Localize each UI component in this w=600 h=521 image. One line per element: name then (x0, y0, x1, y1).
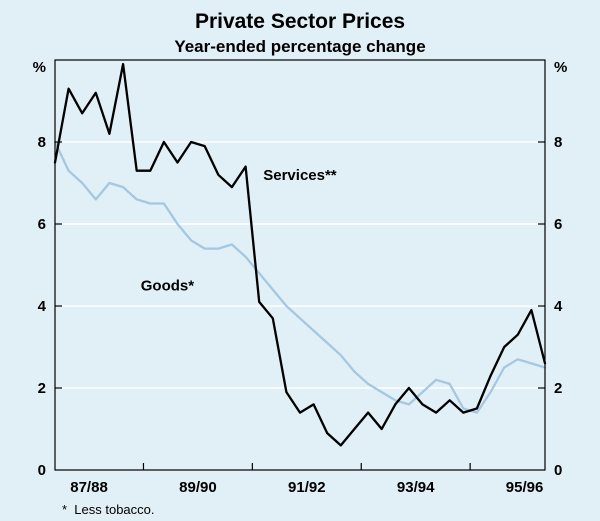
x-axis-label: 93/94 (397, 479, 435, 496)
series-label-goods: Goods* (141, 278, 194, 295)
percent-label-right: % (554, 59, 567, 76)
percent-label-left: % (33, 59, 46, 76)
y-axis-label-right: 4 (554, 298, 563, 315)
y-axis-label-left: 8 (38, 134, 46, 151)
y-axis-label-right: 2 (554, 380, 562, 397)
plot-frame (54, 59, 546, 471)
chart-footnote: * Less tobacco. (62, 502, 155, 517)
x-axis-label: 89/90 (179, 479, 217, 496)
x-axis-label: 95/96 (506, 479, 544, 496)
series-line-services (53, 62, 547, 447)
y-axis-label-left: 4 (38, 298, 47, 315)
x-axis-label: 87/88 (70, 479, 108, 496)
series-label-services: Services** (263, 167, 337, 184)
x-axis-label: 91/92 (288, 479, 326, 496)
y-axis-label-left: 2 (38, 380, 46, 397)
chart-subtitle: Year-ended percentage change (174, 37, 426, 56)
y-axis-label-left: 0 (38, 462, 46, 479)
y-axis-label-right: 6 (554, 216, 562, 233)
chart-title: Private Sector Prices (194, 10, 406, 33)
series-line-goods (53, 140, 547, 414)
y-axis-label-left: 6 (38, 216, 46, 233)
y-axis-label-right: 8 (554, 134, 562, 151)
y-axis-label-right: 0 (554, 462, 562, 479)
